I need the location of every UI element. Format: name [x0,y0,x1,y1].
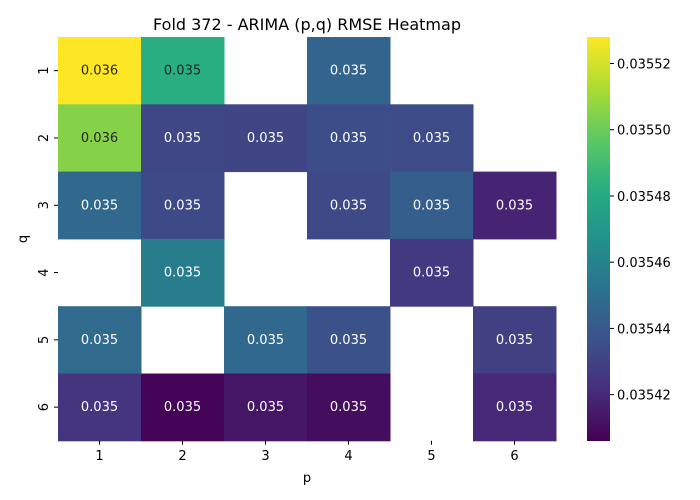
heatmap-cell [224,104,308,173]
cell-value-label: 0.035 [330,333,367,348]
y-tick-label: 3 [37,201,52,209]
y-tick-label: 4 [37,268,52,276]
heatmap-cell [58,104,142,173]
heatmap-cell [141,238,225,307]
colorbar-tick-label: 0.03542 [617,389,671,404]
heatmap-cell [141,373,225,442]
y-tick-label: 1 [37,67,52,75]
x-tick-label: 6 [510,449,518,464]
heatmap-cell [390,171,474,240]
cell-value-label: 0.035 [164,198,201,213]
y-axis-label: q [16,235,31,243]
cell-value-label: 0.035 [330,131,367,146]
heatmap-cell [307,37,391,105]
cell-value-label: 0.035 [164,131,201,146]
y-axis-ticks: 1 2 3 4 5 6 [37,67,58,411]
cell-value-label: 0.035 [247,333,284,348]
heatmap-cell [58,306,142,374]
x-tick-label: 3 [261,449,269,464]
cell-value-label: 0.035 [330,198,367,213]
cell-value-label: 0.035 [247,131,284,146]
heatmap-cell [141,37,225,105]
colorbar-tick-label: 0.03552 [617,57,671,72]
cell-value-label: 0.035 [247,400,284,415]
colorbar-tick-label: 0.03550 [617,124,671,139]
heatmap-cell [473,306,557,374]
cell-value-label: 0.035 [413,266,450,281]
cell-value-label: 0.035 [496,333,533,348]
colorbar [587,37,610,441]
x-tick-label: 2 [178,449,186,464]
heatmap-cell [390,238,474,307]
colorbar-tick-label: 0.03544 [617,322,671,337]
x-axis-ticks: 1 2 3 4 5 6 [95,440,519,464]
cell-value-label: 0.035 [413,131,450,146]
heatmap-cell [224,306,308,374]
cell-value-label: 0.035 [81,333,118,348]
y-tick-label: 5 [37,336,52,344]
cell-value-label: 0.035 [81,400,118,415]
cell-value-label: 0.035 [330,64,367,79]
heatmap-cell [307,104,391,173]
heatmap-cell [307,373,391,442]
heatmap-cell [141,171,225,240]
cell-value-label: 0.035 [164,64,201,79]
cell-value-label: 0.035 [496,198,533,213]
x-axis-label: p [303,471,311,486]
x-tick-label: 1 [95,449,103,464]
x-tick-label: 4 [344,449,352,464]
colorbar-tick-label: 0.03548 [617,190,671,205]
cell-value-label: 0.035 [164,266,201,281]
heatmap-cell [390,104,474,173]
cell-value-label: 0.035 [330,400,367,415]
heatmap-cell [473,171,557,240]
y-tick-label: 2 [37,134,52,142]
cell-value-label: 0.035 [413,198,450,213]
heatmap-cell [58,373,142,442]
heatmap-cell [141,104,225,173]
heatmap-cell [224,373,308,442]
heatmap-cell [58,37,142,105]
x-tick-label: 5 [427,449,435,464]
colorbar-ticks: 0.03542 0.03544 0.03546 0.03548 0.03550 0.035… [610,57,671,404]
cell-value-label: 0.036 [81,64,118,79]
heatmap-cell [307,171,391,240]
colorbar-tick-label: 0.03546 [617,256,671,271]
heatmap-cell [58,171,142,240]
cell-value-label: 0.035 [81,198,118,213]
heatmap-cells: 0.036 0.035 0.035 0.036 0.035 0.035 0.035 0.035… [58,37,557,442]
cell-value-label: 0.036 [81,131,118,146]
cell-value-label: 0.035 [164,400,201,415]
cell-value-label: 0.035 [496,400,533,415]
y-tick-label: 6 [37,403,52,411]
heatmap-cell [307,306,391,374]
heatmap-cell [473,373,557,442]
chart-title: Fold 372 - ARIMA (p,q) RMSE Heatmap [153,15,461,34]
